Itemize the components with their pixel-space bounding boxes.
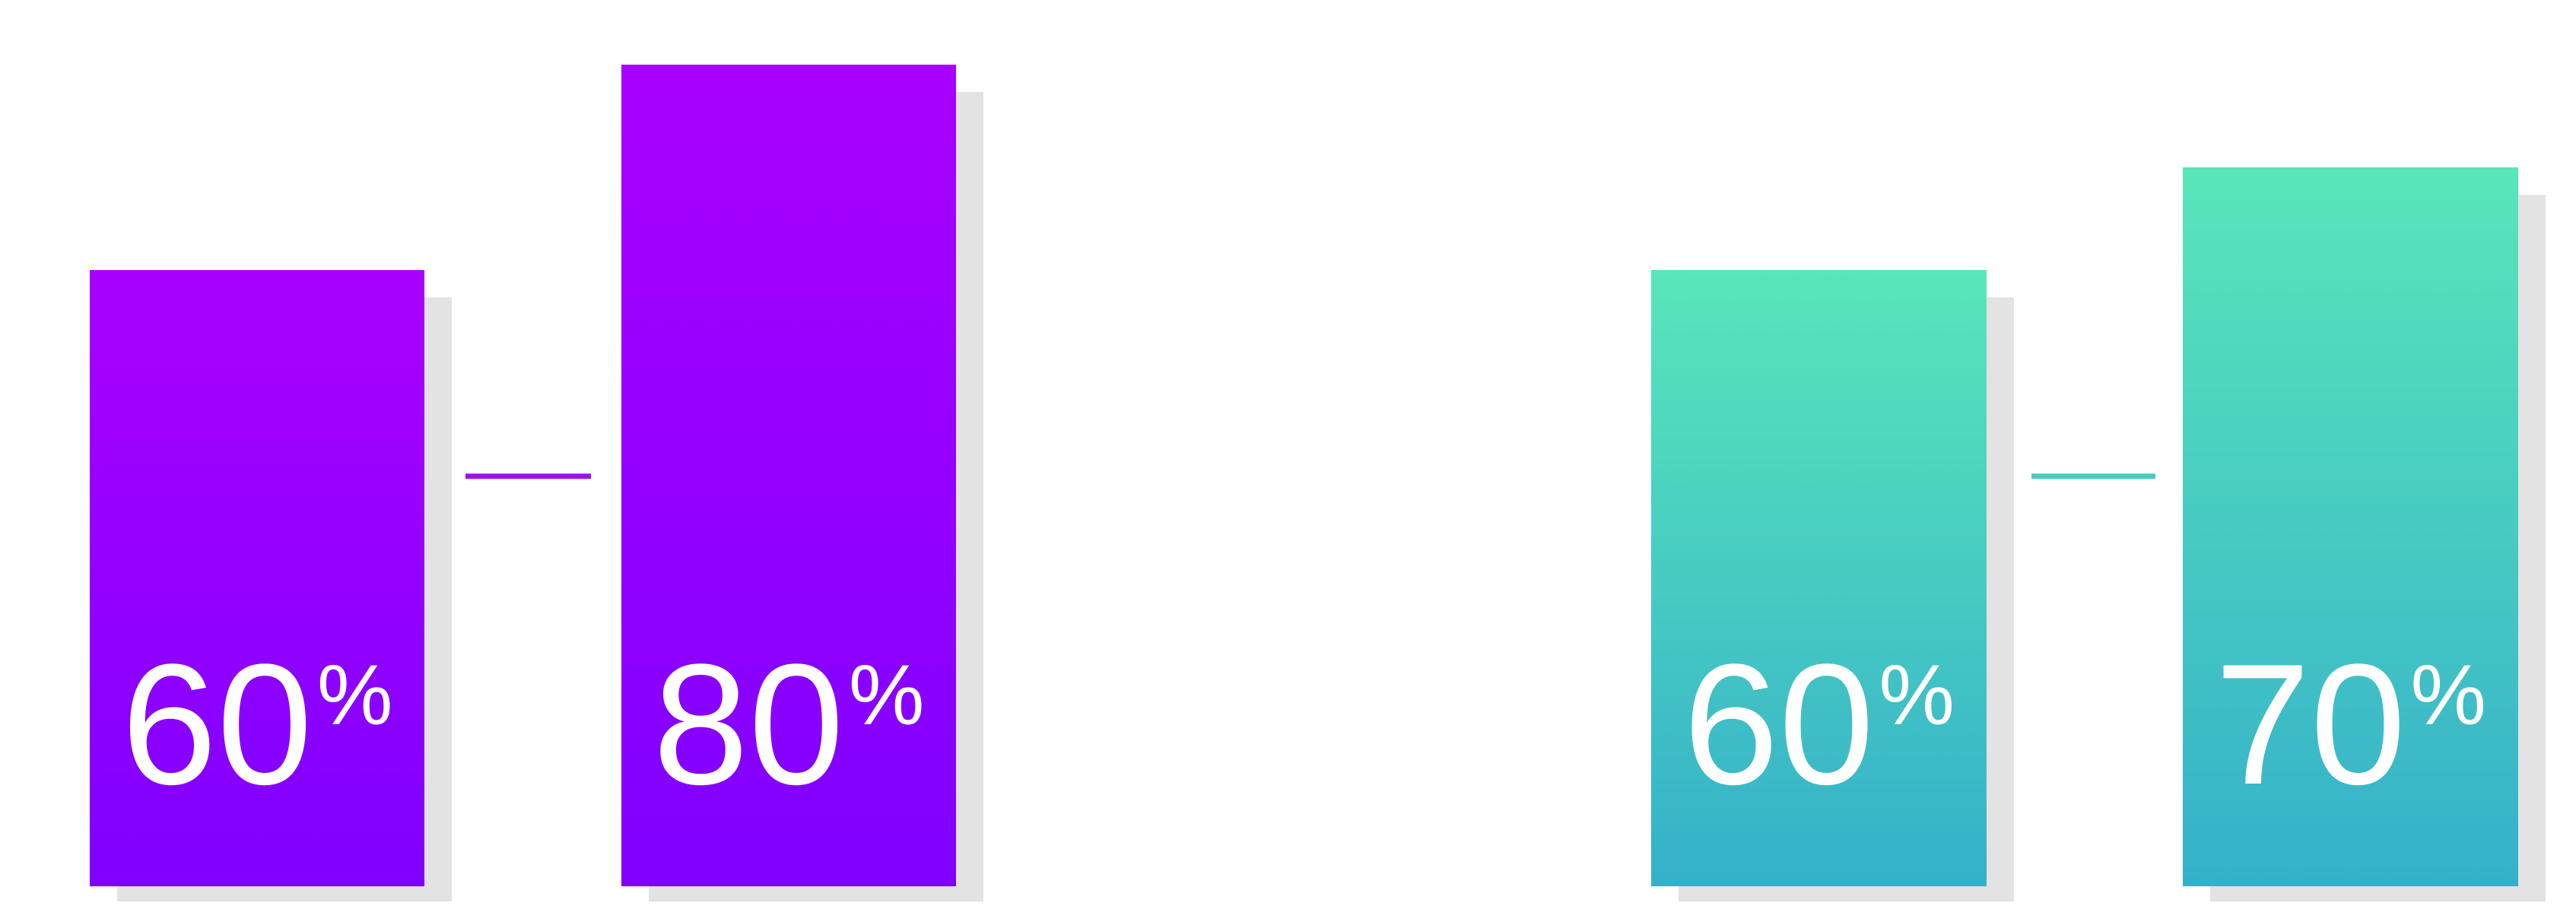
chart-2: 60% 70% xyxy=(1651,167,2546,902)
bar-value-label: 70% xyxy=(2215,628,2486,820)
bar xyxy=(621,65,956,886)
bar-value-unit: % xyxy=(317,647,393,743)
bar-value-number: 80 xyxy=(653,628,844,820)
chart-1: 60% 80% xyxy=(90,65,983,902)
bar-value-number: 70 xyxy=(2215,628,2406,820)
bar-value-unit: % xyxy=(2410,647,2486,743)
bar xyxy=(90,270,424,886)
bar-value-label: 60% xyxy=(122,628,393,820)
bar xyxy=(2183,167,2518,886)
bar-value-label: 60% xyxy=(1683,628,1955,820)
bar-value-label: 80% xyxy=(653,628,925,820)
bar-value-unit: % xyxy=(1879,647,1955,743)
bar-value-number: 60 xyxy=(1683,628,1874,820)
bar-value-unit: % xyxy=(849,647,925,743)
bar xyxy=(1651,270,1987,886)
bar-value-number: 60 xyxy=(122,628,313,820)
